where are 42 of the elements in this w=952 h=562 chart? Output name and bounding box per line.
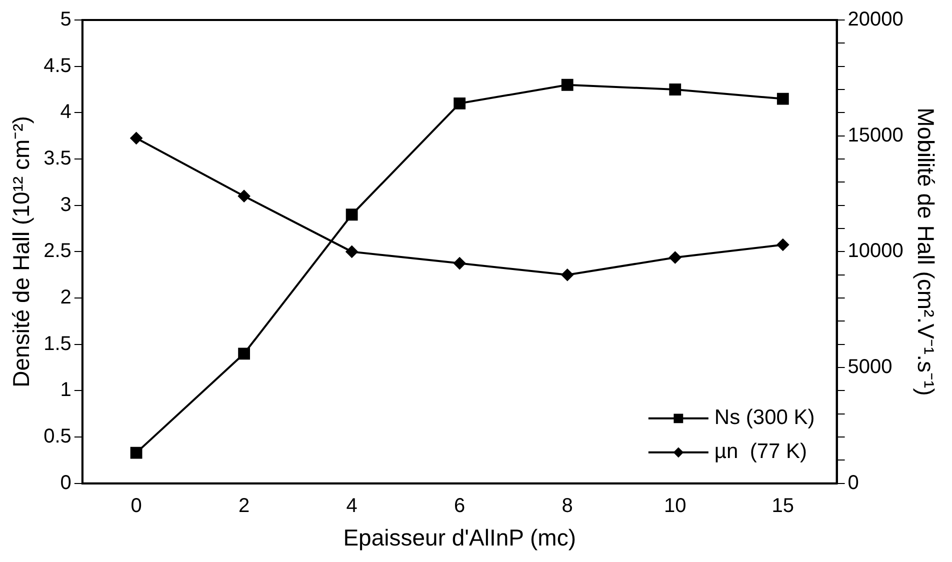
x-tick-label: 10: [664, 494, 686, 517]
y2-tick-label: 15000: [848, 124, 904, 146]
y-tick-label: 0: [60, 472, 72, 494]
y-tick-label: 1.5: [44, 332, 72, 355]
x-tick-label: 8: [562, 494, 573, 517]
point: [130, 446, 142, 459]
point: [561, 78, 574, 91]
point: [346, 208, 358, 221]
point: [130, 132, 142, 144]
y-tick-label: 0.5: [44, 426, 72, 448]
point: [454, 257, 466, 270]
point: [238, 348, 250, 360]
point: [669, 251, 682, 264]
point: [561, 268, 574, 281]
y2-axis-title: Mobilité de Hall (cm².V⁻¹.s⁻¹): [912, 108, 939, 396]
y-tick-label: 3.5: [44, 148, 72, 170]
x-axis-title: Epaisseur d'AlInP (mc): [343, 524, 576, 551]
point: [346, 246, 358, 258]
y-tick-label: 2: [60, 286, 72, 309]
legend-label: Ns (300 K): [714, 406, 815, 430]
legend-label: µn (77 K): [714, 440, 808, 464]
x-tick-label: 4: [346, 494, 358, 517]
y-axis-title: Densité de Hall (10¹² cm⁻²): [8, 116, 34, 388]
point: [776, 92, 789, 105]
y-tick-label: 4: [60, 101, 72, 124]
y2-tick-label: 20000: [848, 8, 904, 31]
y-tick-label: 4.5: [44, 54, 72, 77]
x-tick-label: 2: [238, 494, 250, 517]
point: [669, 84, 682, 96]
y-tick-label: 3: [60, 194, 72, 216]
y-tick-label: 5: [60, 8, 72, 31]
x-tick-label: 15: [772, 494, 794, 517]
y-tick-label: 2.5: [44, 240, 72, 262]
point: [776, 238, 789, 251]
x-tick-label: 0: [130, 494, 142, 517]
point: [454, 97, 466, 110]
y2-tick-label: 0: [848, 472, 859, 494]
x-tick-label: 6: [454, 494, 466, 517]
y2-tick-label: 10000: [848, 240, 904, 262]
y-tick-label: 1: [60, 379, 72, 402]
point: [238, 190, 250, 202]
y2-tick-label: 5000: [848, 356, 892, 378]
